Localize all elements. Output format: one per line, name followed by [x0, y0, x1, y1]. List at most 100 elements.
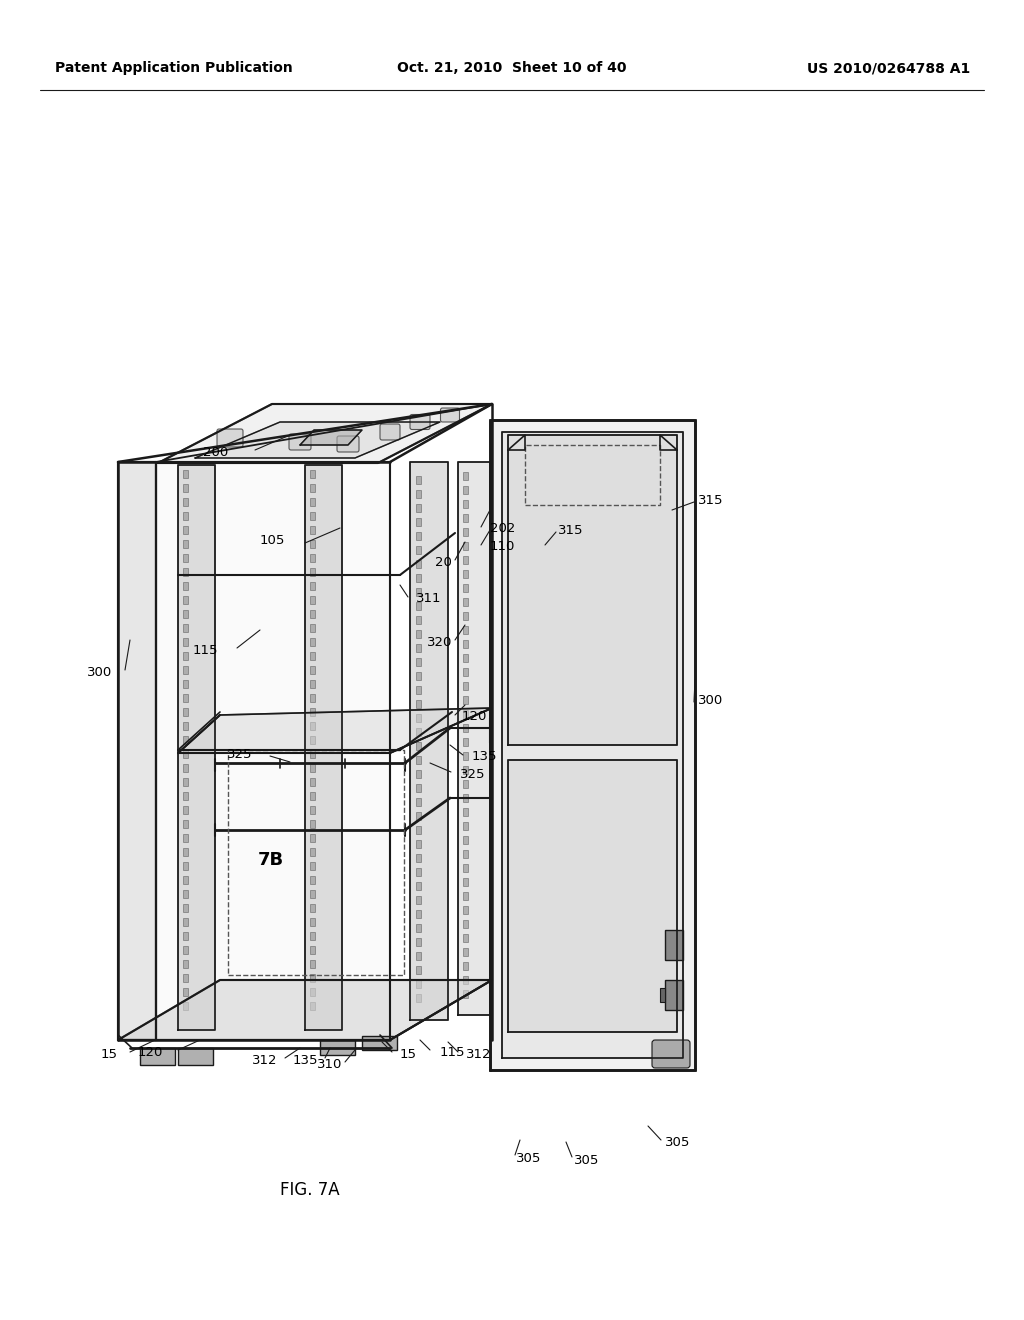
Text: FIG. 7A: FIG. 7A [281, 1181, 340, 1199]
Bar [416, 826, 421, 834]
Bar [416, 896, 421, 904]
Polygon shape [508, 760, 677, 1032]
Bar [416, 546, 421, 554]
Bar [463, 822, 468, 830]
Text: 105: 105 [260, 535, 285, 548]
Bar [319, 1040, 355, 1055]
Text: 20: 20 [435, 556, 452, 569]
Bar [310, 834, 315, 842]
Bar [310, 750, 315, 758]
Text: 135: 135 [293, 1053, 318, 1067]
Text: 300: 300 [87, 665, 112, 678]
Bar [310, 862, 315, 870]
Bar [310, 764, 315, 772]
Bar [183, 680, 188, 688]
Text: 311: 311 [416, 593, 441, 606]
Bar [183, 820, 188, 828]
Bar [183, 946, 188, 954]
Bar [183, 722, 188, 730]
Bar [463, 570, 468, 578]
Bar [310, 904, 315, 912]
Bar [416, 560, 421, 568]
Bar [183, 764, 188, 772]
Text: 315: 315 [698, 494, 724, 507]
FancyBboxPatch shape [289, 434, 311, 450]
Bar [463, 892, 468, 900]
Bar [416, 686, 421, 694]
Bar [183, 652, 188, 660]
Bar [463, 920, 468, 928]
Text: 312: 312 [252, 1053, 278, 1067]
Bar [416, 504, 421, 512]
Bar [416, 644, 421, 652]
Polygon shape [158, 404, 492, 463]
Bar [463, 766, 468, 774]
Text: 305: 305 [665, 1135, 690, 1148]
Bar [416, 939, 421, 946]
Bar [183, 498, 188, 506]
Polygon shape [118, 979, 492, 1040]
Bar [310, 932, 315, 940]
Bar [310, 946, 315, 954]
Bar [310, 974, 315, 982]
Bar [416, 799, 421, 807]
Polygon shape [300, 430, 362, 445]
Bar [183, 597, 188, 605]
Bar [362, 1036, 397, 1049]
Bar [310, 498, 315, 506]
Text: 315: 315 [558, 524, 584, 536]
Text: 200: 200 [203, 446, 228, 458]
Bar [463, 962, 468, 970]
Bar [463, 668, 468, 676]
Polygon shape [178, 465, 215, 1030]
Bar [416, 517, 421, 525]
Text: 325: 325 [226, 747, 252, 760]
Bar [310, 638, 315, 645]
Bar [310, 917, 315, 927]
Bar [463, 752, 468, 760]
Bar [416, 854, 421, 862]
Bar [463, 653, 468, 663]
Bar [183, 484, 188, 492]
Bar [463, 513, 468, 521]
Bar [310, 722, 315, 730]
Bar [416, 729, 421, 737]
Bar [183, 624, 188, 632]
Text: Patent Application Publication: Patent Application Publication [55, 61, 293, 75]
Bar [463, 935, 468, 942]
Bar [463, 948, 468, 956]
Bar [416, 672, 421, 680]
Polygon shape [118, 462, 156, 1040]
Bar [310, 777, 315, 785]
Bar [416, 742, 421, 750]
Text: 15: 15 [101, 1048, 118, 1060]
Text: US 2010/0264788 A1: US 2010/0264788 A1 [807, 61, 970, 75]
Polygon shape [502, 432, 683, 1059]
Bar [660, 987, 665, 1002]
Bar [310, 484, 315, 492]
Bar [463, 696, 468, 704]
Bar [310, 568, 315, 576]
Text: 310: 310 [316, 1057, 342, 1071]
Bar [416, 909, 421, 917]
Polygon shape [508, 436, 677, 744]
Bar [183, 876, 188, 884]
Polygon shape [156, 462, 390, 1040]
Bar [463, 836, 468, 843]
Polygon shape [305, 465, 342, 1030]
Bar [463, 780, 468, 788]
Text: 120: 120 [137, 1045, 163, 1059]
Bar [416, 602, 421, 610]
Bar [310, 890, 315, 898]
Bar [183, 568, 188, 576]
Bar [310, 652, 315, 660]
Bar [416, 882, 421, 890]
Bar [183, 987, 188, 997]
Bar [310, 876, 315, 884]
Polygon shape [178, 708, 492, 752]
Bar [463, 543, 468, 550]
Bar [183, 890, 188, 898]
Bar [463, 990, 468, 998]
Bar [416, 587, 421, 597]
FancyBboxPatch shape [337, 436, 359, 451]
